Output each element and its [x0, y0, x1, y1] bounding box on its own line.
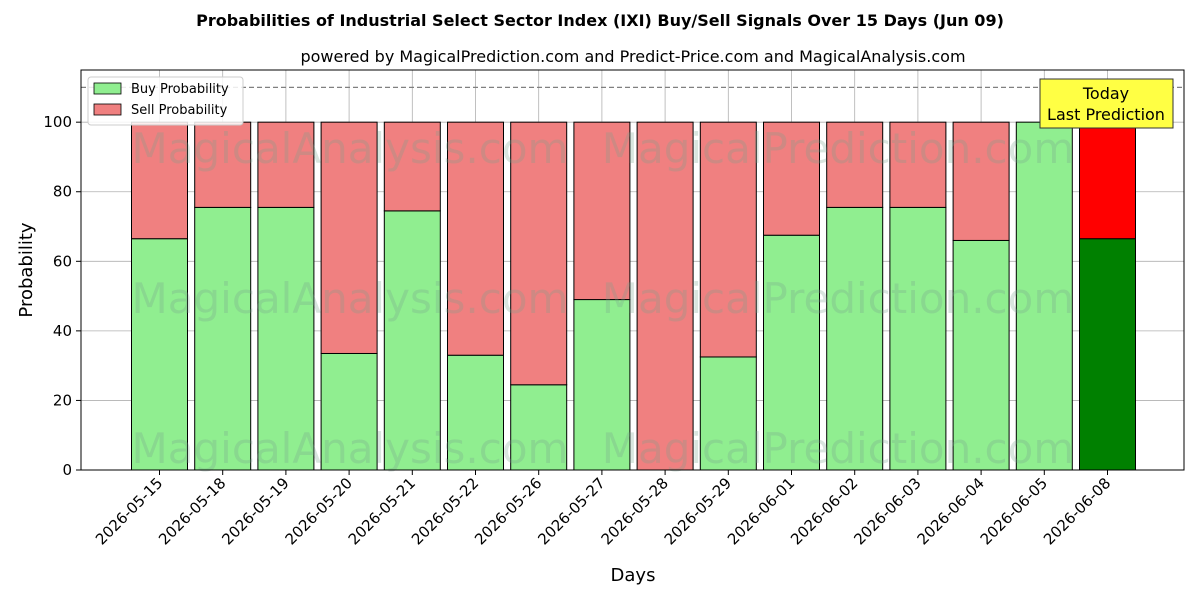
bar-sell [636, 121, 694, 471]
bar-buy [573, 299, 631, 471]
x-tick-label: 2026-05-29 [661, 474, 735, 548]
x-tick-label: 2026-06-01 [724, 474, 798, 548]
bar-buy [763, 234, 820, 471]
bar-sell [952, 121, 1010, 241]
y-tick-label: 20 [53, 391, 72, 409]
legend-label-buy: Buy Probability [131, 82, 229, 97]
y-tick-label: 80 [53, 183, 72, 201]
y-tick-label: 40 [53, 322, 72, 340]
watermark-left-2: MagicalAnalysis.com [132, 274, 569, 323]
today-annotation: Today Last Prediction [1039, 78, 1174, 129]
plot-frame [80, 69, 1185, 471]
legend-box [87, 76, 244, 126]
bar-sell [826, 121, 884, 208]
x-tick-label: 2026-05-19 [218, 474, 292, 548]
x-tick-label: 2026-05-27 [534, 474, 608, 548]
x-tick-label: 2026-05-22 [408, 474, 482, 548]
x-tick-label: 2026-06-03 [850, 474, 924, 548]
y-axis: 0 20 40 60 80 100 [43, 113, 81, 479]
bar-sell [699, 121, 757, 358]
bar-sell [510, 121, 568, 386]
legend-label-sell: Sell Probability [131, 103, 228, 118]
bar-sell [257, 121, 315, 208]
today-annotation-box [1039, 78, 1174, 129]
legend-swatch-sell [93, 103, 122, 116]
x-tick-label: 2026-05-15 [92, 474, 166, 548]
watermark-right-2: MagicalPrediction.com [602, 274, 1075, 323]
bar-buy [1079, 238, 1136, 471]
bar-buy [383, 210, 441, 471]
bar-sell [131, 121, 188, 240]
bar-buy [257, 206, 315, 471]
legend-swatch-buy [93, 82, 122, 95]
x-tick-label: 2026-06-05 [977, 474, 1051, 548]
legend: Buy Probability Sell Probability [87, 76, 244, 126]
chart-subtitle: powered by MagicalPrediction.com and Pre… [300, 47, 965, 66]
x-tick-label: 2026-05-20 [282, 474, 356, 548]
x-tick-label: 2026-05-26 [471, 474, 545, 548]
bar-buy [510, 384, 568, 471]
x-tick-label: 2026-05-28 [598, 474, 672, 548]
bar-sell [889, 121, 947, 208]
x-tick-label: 2026-05-21 [345, 474, 419, 548]
bar-sell [1079, 121, 1136, 240]
bar-sell [383, 121, 441, 212]
bar-sell [194, 121, 252, 208]
bar-buy [826, 206, 884, 471]
bars [131, 121, 1136, 471]
x-tick-label: 2026-06-02 [787, 474, 861, 548]
today-annotation-line1: Today [1082, 84, 1129, 103]
x-axis-label: Days [611, 565, 656, 586]
x-tick-label: 2026-06-04 [914, 474, 988, 548]
bar-sell [447, 121, 504, 356]
x-tick-label: 2026-06-08 [1040, 474, 1114, 548]
bar-buy [952, 239, 1010, 471]
bar-sell [763, 121, 820, 236]
x-tick-label: 2026-05-18 [155, 474, 229, 548]
bar-buy [889, 206, 947, 471]
watermarks: MagicalAnalysis.com MagicalPrediction.co… [132, 124, 1075, 473]
x-axis: 2026-05-152026-05-182026-05-192026-05-20… [92, 470, 1114, 548]
bar-sell [320, 121, 378, 354]
y-tick-label: 0 [62, 461, 72, 479]
watermark-left-3: MagicalAnalysis.com [132, 424, 569, 473]
bar-sell [573, 121, 631, 301]
today-annotation-line2: Last Prediction [1047, 105, 1165, 124]
watermark-right-3: MagicalPrediction.com [602, 424, 1075, 473]
y-axis-label: Probability [16, 222, 37, 317]
y-tick-label: 100 [43, 113, 72, 131]
bar-buy [320, 352, 378, 471]
y-tick-label: 60 [53, 252, 72, 270]
watermark-right-1: MagicalPrediction.com [602, 124, 1075, 173]
chart-title: Probabilities of Industrial Select Secto… [196, 11, 1004, 30]
watermark-left-1: MagicalAnalysis.com [132, 124, 569, 173]
